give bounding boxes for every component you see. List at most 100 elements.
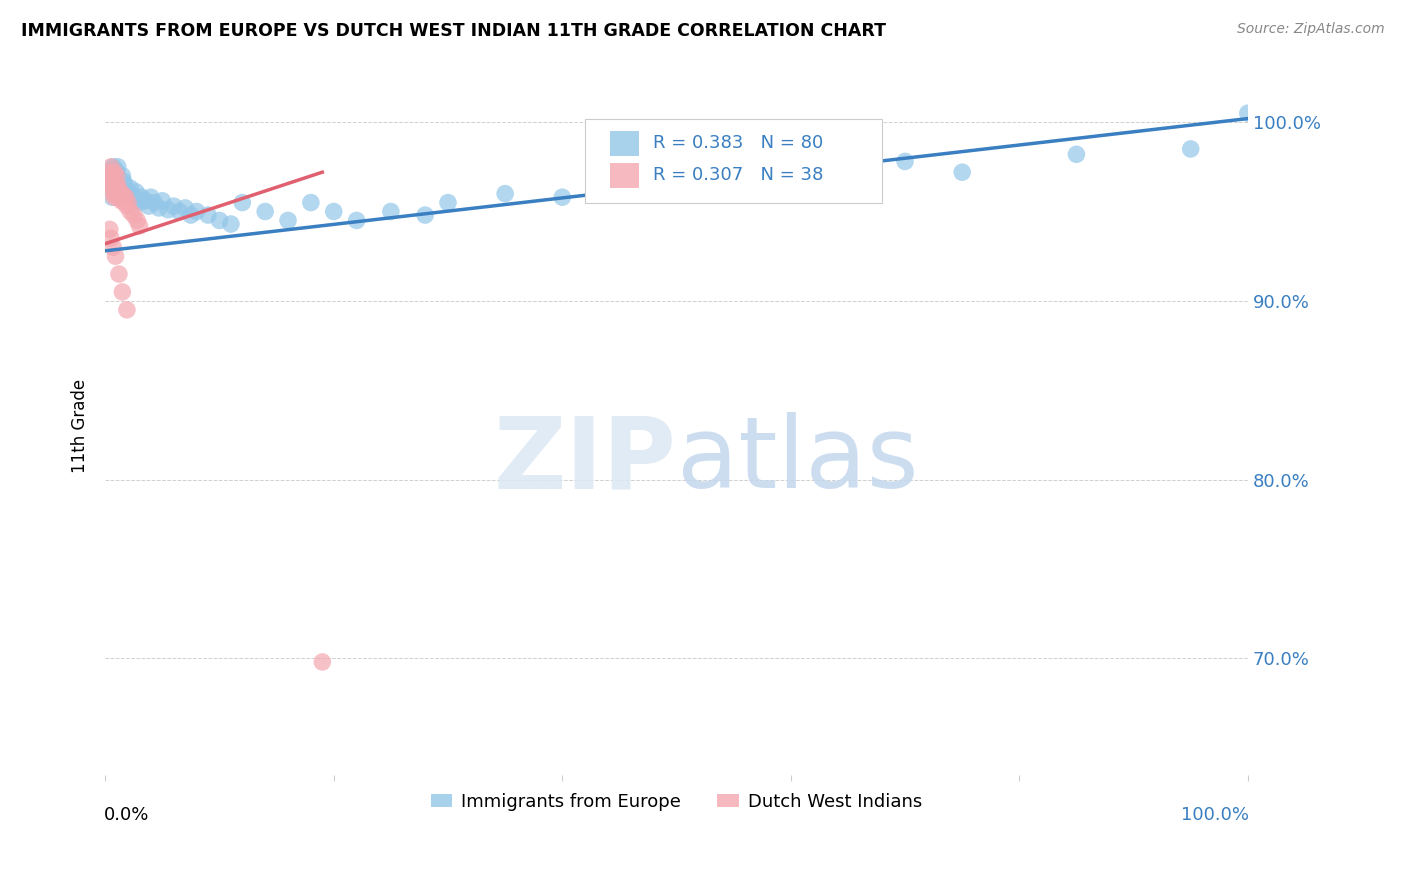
Point xyxy=(111,186,134,201)
Point xyxy=(122,190,145,204)
Point xyxy=(104,176,127,190)
Point xyxy=(114,178,136,192)
Point xyxy=(125,185,148,199)
Point xyxy=(115,183,138,197)
Point xyxy=(103,190,125,204)
Point xyxy=(128,195,150,210)
Point xyxy=(107,160,129,174)
Point xyxy=(98,172,121,186)
Point xyxy=(98,167,121,181)
Point xyxy=(134,194,156,208)
Point xyxy=(103,160,125,174)
Point xyxy=(127,213,149,227)
Point xyxy=(117,195,139,210)
Point xyxy=(837,160,859,174)
Point xyxy=(108,183,131,197)
Point xyxy=(186,204,208,219)
Point xyxy=(104,163,127,178)
Point xyxy=(157,202,180,217)
Point xyxy=(121,188,143,202)
Point xyxy=(163,199,186,213)
Text: ZIP: ZIP xyxy=(494,412,676,509)
Point xyxy=(105,176,128,190)
Point xyxy=(112,174,135,188)
Point xyxy=(169,204,191,219)
Point xyxy=(494,186,516,201)
Point xyxy=(97,172,120,186)
Point xyxy=(122,208,145,222)
Text: atlas: atlas xyxy=(676,412,918,509)
Point xyxy=(139,190,162,204)
Text: Source: ZipAtlas.com: Source: ZipAtlas.com xyxy=(1237,22,1385,37)
Point xyxy=(1180,142,1202,156)
Point xyxy=(299,195,322,210)
Legend: Immigrants from Europe, Dutch West Indians: Immigrants from Europe, Dutch West India… xyxy=(423,785,929,818)
Point xyxy=(117,185,139,199)
Point xyxy=(322,204,344,219)
Y-axis label: 11th Grade: 11th Grade xyxy=(72,379,89,473)
Point xyxy=(101,181,124,195)
Point xyxy=(894,154,917,169)
Point xyxy=(103,172,125,186)
Point xyxy=(103,170,125,185)
Point xyxy=(143,195,166,210)
Point xyxy=(103,186,125,201)
Point xyxy=(108,179,131,194)
Point xyxy=(111,285,134,299)
Point xyxy=(101,161,124,176)
Point xyxy=(197,208,219,222)
FancyBboxPatch shape xyxy=(610,163,638,187)
Point xyxy=(120,181,142,195)
Point xyxy=(219,217,242,231)
Point xyxy=(108,183,131,197)
Point xyxy=(107,190,129,204)
Point xyxy=(111,181,134,195)
Point xyxy=(103,178,125,192)
Point xyxy=(346,213,368,227)
Point xyxy=(208,213,231,227)
Point xyxy=(950,165,973,179)
Point xyxy=(413,208,436,222)
Point xyxy=(115,199,138,213)
Point xyxy=(107,178,129,192)
Point xyxy=(779,165,801,179)
Point xyxy=(231,195,253,210)
Point xyxy=(103,240,125,254)
Point xyxy=(105,181,128,195)
Point xyxy=(311,655,333,669)
Point xyxy=(108,267,131,281)
Point xyxy=(103,178,125,192)
Text: R = 0.307   N = 38: R = 0.307 N = 38 xyxy=(652,167,823,185)
Point xyxy=(150,194,173,208)
Point xyxy=(100,160,122,174)
Point xyxy=(107,174,129,188)
Point xyxy=(104,186,127,201)
Point xyxy=(110,178,132,192)
Text: R = 0.383   N = 80: R = 0.383 N = 80 xyxy=(652,135,823,153)
Point xyxy=(103,167,125,181)
Point xyxy=(101,190,124,204)
Point xyxy=(103,165,125,179)
Point xyxy=(105,169,128,183)
FancyBboxPatch shape xyxy=(610,131,638,155)
Point xyxy=(112,186,135,201)
Point xyxy=(104,172,127,186)
Point xyxy=(254,204,277,219)
Point xyxy=(114,181,136,195)
Point xyxy=(100,165,122,179)
Point xyxy=(105,170,128,185)
Point xyxy=(104,249,127,263)
Point xyxy=(174,201,197,215)
Text: 100.0%: 100.0% xyxy=(1181,806,1249,824)
Point xyxy=(100,181,122,195)
Point xyxy=(138,199,160,213)
Point xyxy=(180,208,202,222)
Point xyxy=(107,185,129,199)
Point xyxy=(108,176,131,190)
Point xyxy=(127,194,149,208)
Point xyxy=(108,172,131,186)
Point xyxy=(118,186,141,201)
Point xyxy=(103,183,125,197)
Point xyxy=(101,169,124,183)
Point xyxy=(437,195,460,210)
